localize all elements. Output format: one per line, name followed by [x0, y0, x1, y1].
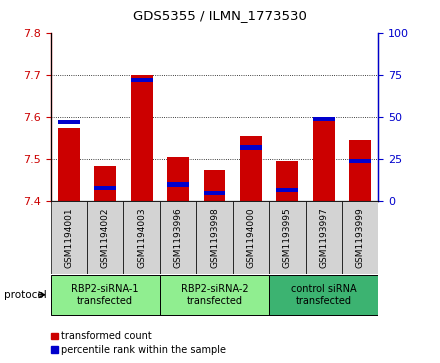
Bar	[240, 145, 262, 150]
Text: GSM1193998: GSM1193998	[210, 207, 219, 268]
Text: protocol: protocol	[4, 290, 47, 300]
Bar	[160, 275, 269, 315]
Bar	[349, 140, 371, 201]
Text: GSM1194001: GSM1194001	[64, 207, 73, 268]
Bar	[313, 117, 335, 121]
Text: GDS5355 / ILMN_1773530: GDS5355 / ILMN_1773530	[133, 9, 307, 22]
Text: transformed count: transformed count	[61, 331, 152, 341]
Bar	[276, 162, 298, 201]
Bar	[58, 120, 80, 124]
Bar	[276, 188, 298, 192]
Text: GSM1194003: GSM1194003	[137, 207, 146, 268]
Bar	[269, 201, 305, 274]
Bar	[204, 191, 225, 195]
Text: control siRNA
transfected: control siRNA transfected	[291, 284, 356, 306]
Text: GSM1194002: GSM1194002	[101, 208, 110, 268]
Bar	[196, 201, 233, 274]
Bar	[58, 128, 80, 201]
Bar	[167, 157, 189, 201]
Bar	[131, 78, 153, 82]
Bar	[94, 166, 116, 201]
Text: RBP2-siRNA-2
transfected: RBP2-siRNA-2 transfected	[181, 284, 248, 306]
Bar	[313, 119, 335, 201]
Bar	[167, 183, 189, 187]
Bar	[94, 186, 116, 190]
Text: GSM1193995: GSM1193995	[283, 207, 292, 268]
Bar	[131, 75, 153, 201]
Bar	[87, 201, 124, 274]
Bar	[269, 275, 378, 315]
Text: GSM1193999: GSM1193999	[356, 207, 365, 268]
Bar	[240, 136, 262, 201]
Bar	[305, 201, 342, 274]
Text: percentile rank within the sample: percentile rank within the sample	[61, 344, 226, 355]
Bar	[342, 201, 378, 274]
Text: GSM1193996: GSM1193996	[173, 207, 183, 268]
Text: GSM1193997: GSM1193997	[319, 207, 328, 268]
Bar	[124, 201, 160, 274]
Bar	[233, 201, 269, 274]
Text: GSM1194000: GSM1194000	[246, 207, 256, 268]
Bar	[349, 159, 371, 163]
Bar	[204, 170, 225, 201]
Bar	[51, 201, 87, 274]
Text: RBP2-siRNA-1
transfected: RBP2-siRNA-1 transfected	[71, 284, 139, 306]
Bar	[160, 201, 196, 274]
Bar	[51, 275, 160, 315]
